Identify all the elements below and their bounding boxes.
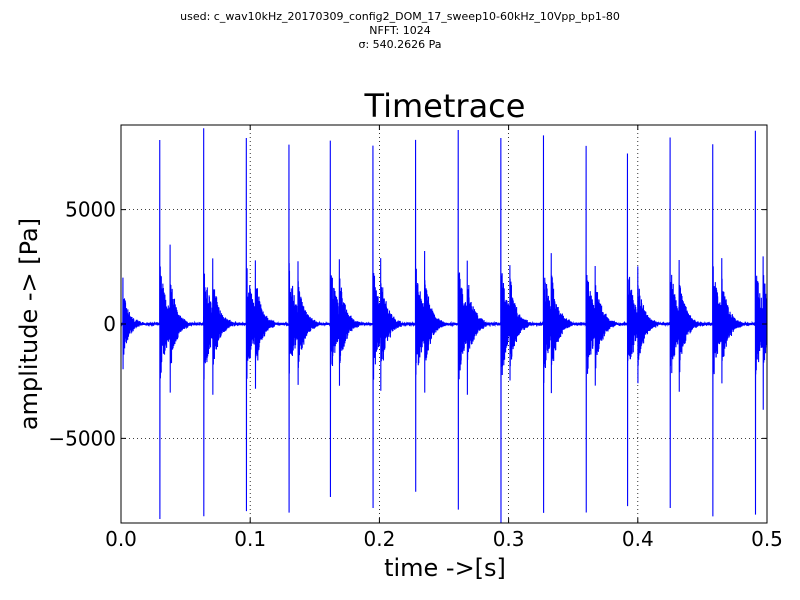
nfft-text: NFFT: 1024	[369, 24, 431, 37]
y-tick-label: 5000	[65, 198, 116, 222]
series-line	[121, 128, 767, 523]
x-tick-label: 0.3	[493, 527, 525, 551]
x-tick-label: 0.2	[363, 527, 395, 551]
source-file-text: used: c_wav10kHz_20170309_config2_DOM_17…	[180, 10, 620, 23]
x-tick-label: 0.4	[622, 527, 654, 551]
x-tick-label: 0.5	[751, 527, 783, 551]
figure-header: used: c_wav10kHz_20170309_config2_DOM_17…	[0, 10, 800, 52]
x-tick-label: 0.0	[105, 527, 137, 551]
y-axis-label: amplitude -> [Pa]	[15, 218, 43, 430]
chart-title: Timetrace	[364, 87, 526, 125]
y-tick-label: 0	[103, 312, 116, 336]
plot-area	[121, 128, 767, 523]
x-axis-label: time ->[s]	[384, 554, 506, 582]
axis-ticks: 0.0 0.1 0.2 0.3 0.4 0.5 −5000 0 5000	[48, 125, 783, 551]
y-tick-label: −5000	[48, 426, 116, 450]
sigma-text: σ: 540.2626 Pa	[358, 38, 442, 51]
x-tick-label: 0.1	[234, 527, 266, 551]
